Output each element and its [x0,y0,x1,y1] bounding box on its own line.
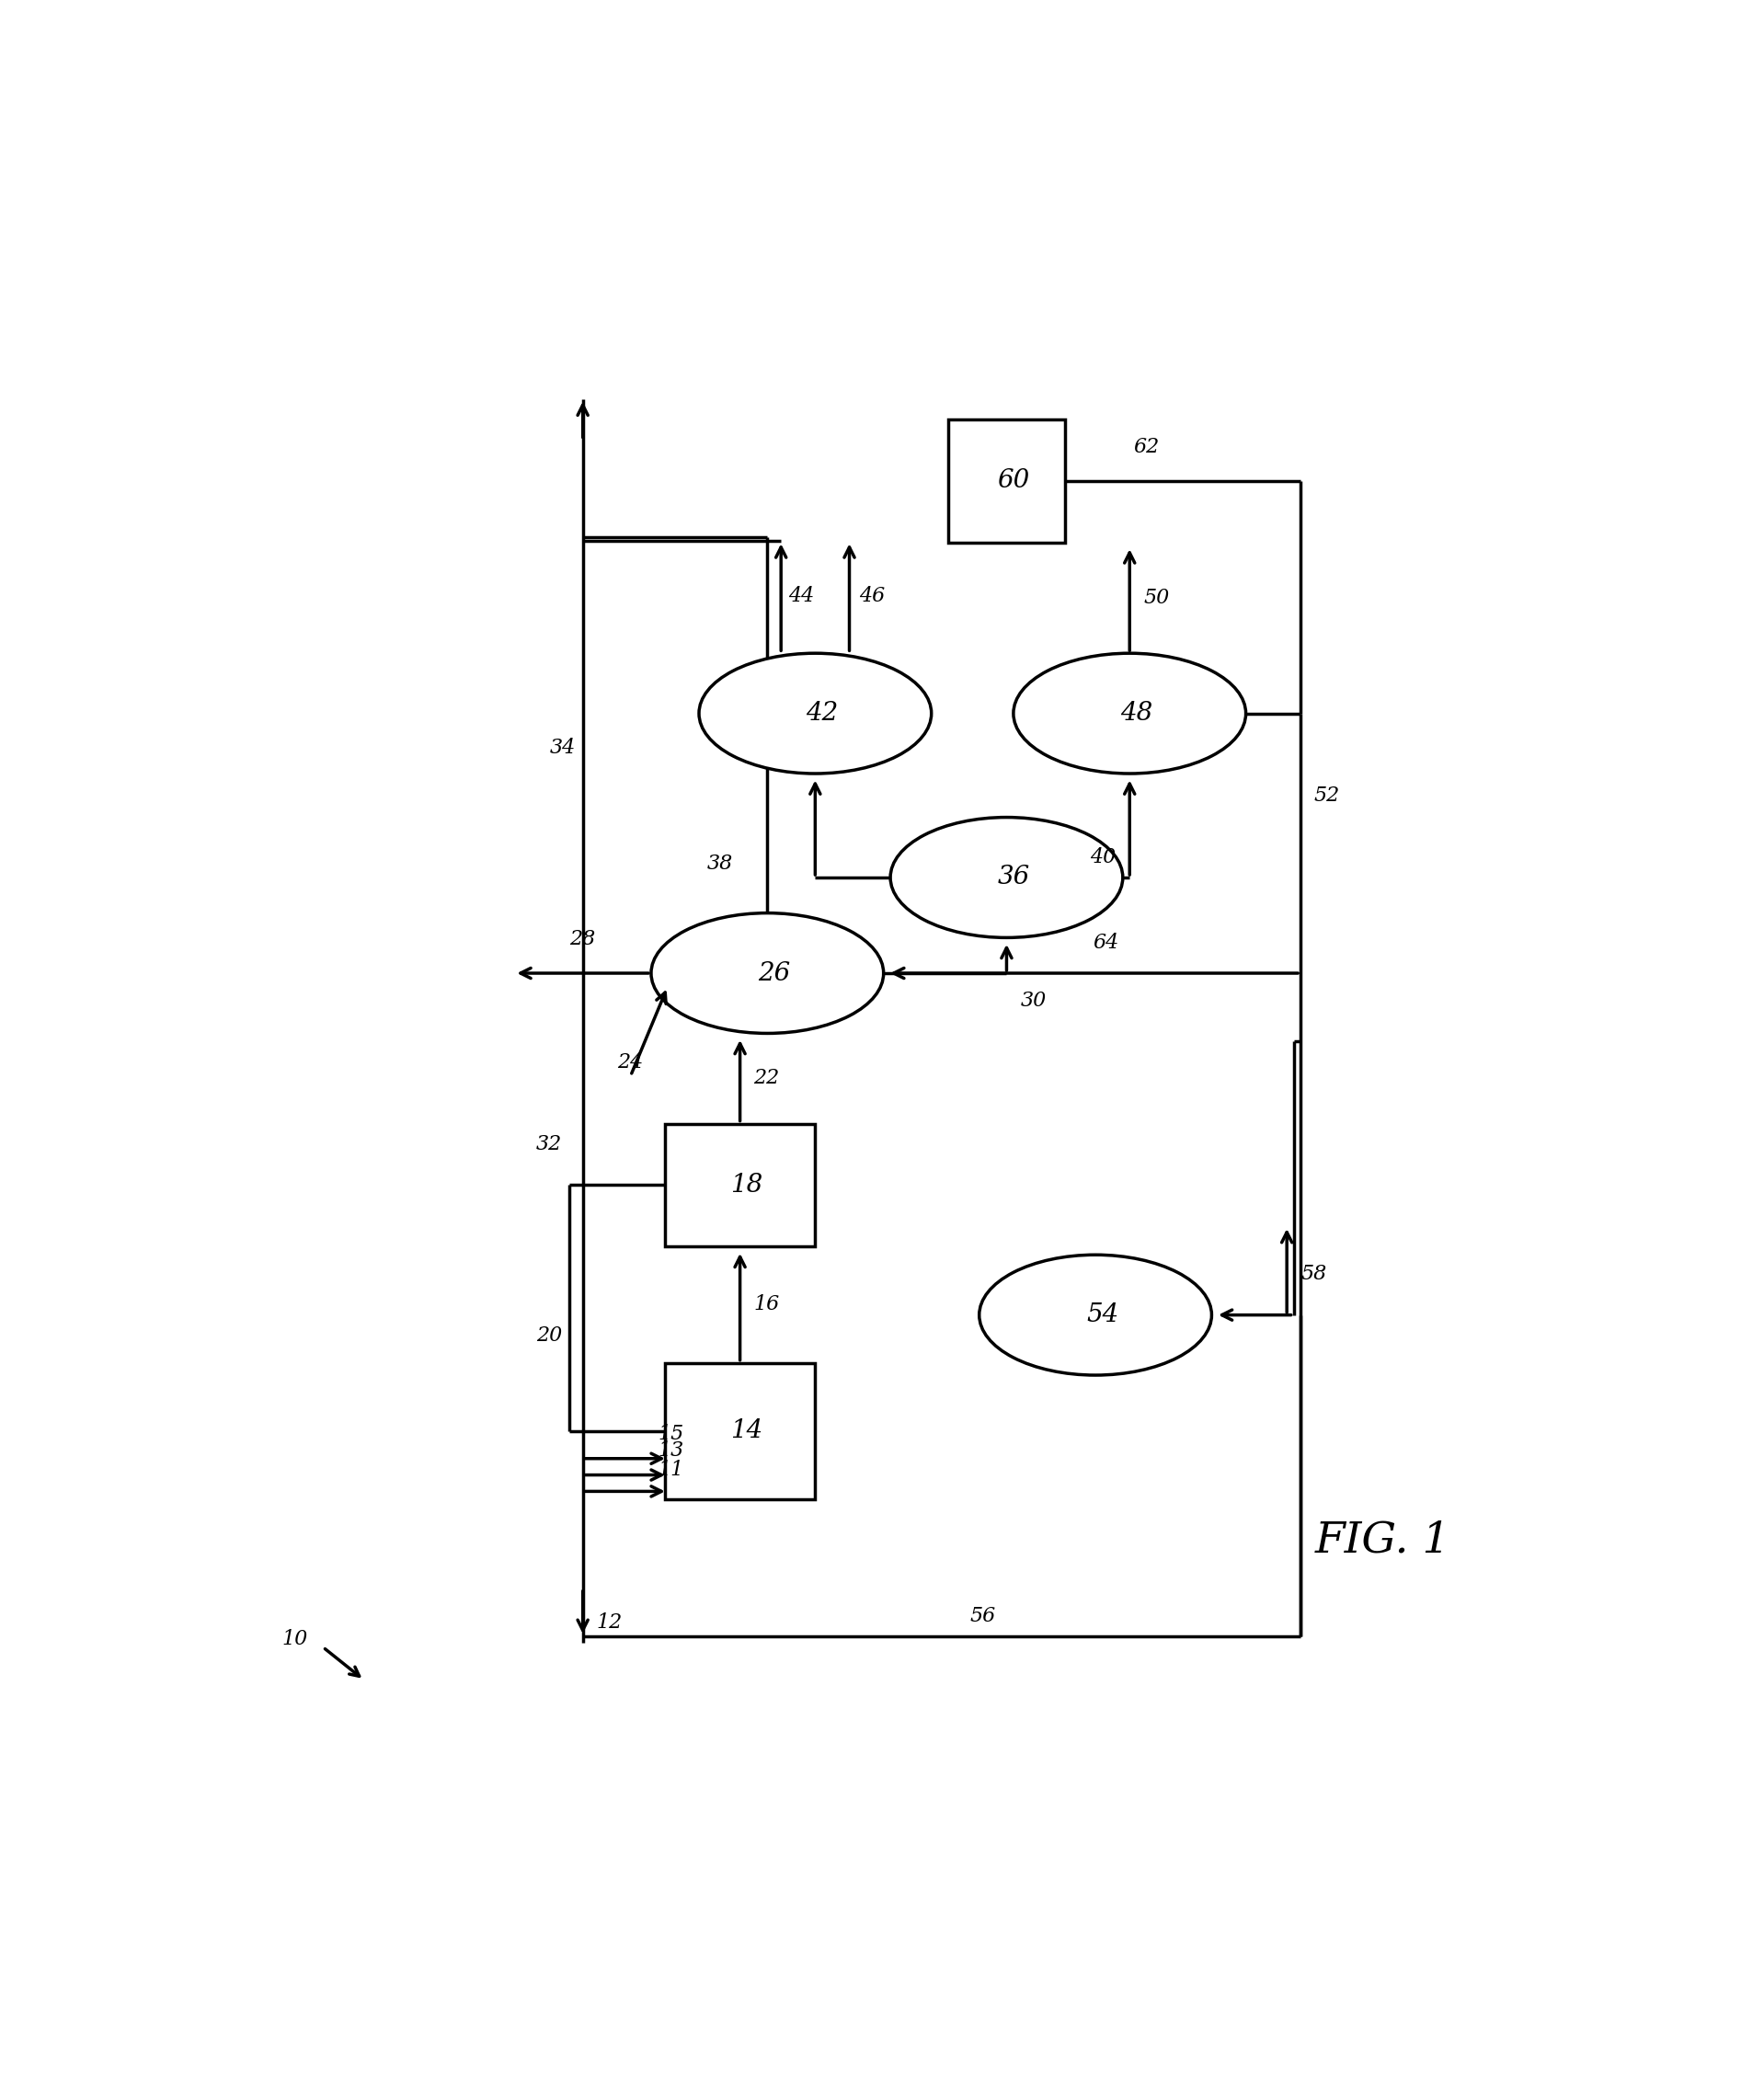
Text: 30: 30 [1020,990,1046,1011]
Text: 52: 52 [1314,785,1341,805]
Text: 46: 46 [859,585,886,606]
Text: 32: 32 [536,1133,563,1154]
Text: 50: 50 [1143,588,1170,608]
Text: 22: 22 [753,1069,780,1088]
Text: FIG. 1: FIG. 1 [1314,1520,1450,1561]
Text: 20: 20 [536,1324,563,1345]
Text: 44: 44 [789,585,813,606]
Ellipse shape [979,1254,1212,1374]
Text: 38: 38 [707,853,734,874]
FancyBboxPatch shape [949,419,1065,542]
Text: 60: 60 [997,469,1030,494]
Text: 54: 54 [1087,1302,1118,1327]
Text: 10: 10 [282,1630,309,1648]
Ellipse shape [651,913,884,1034]
Text: 28: 28 [570,928,596,949]
Text: 34: 34 [550,737,577,758]
Text: 62: 62 [1132,436,1159,457]
Text: 56: 56 [970,1605,995,1626]
Text: 15: 15 [658,1424,684,1445]
Text: 12: 12 [596,1613,623,1632]
Text: 58: 58 [1300,1264,1327,1285]
Text: 36: 36 [997,866,1030,891]
Ellipse shape [699,654,931,774]
FancyBboxPatch shape [665,1362,815,1499]
Text: 13: 13 [658,1441,684,1462]
Text: 11: 11 [658,1459,684,1480]
Text: 24: 24 [617,1053,642,1071]
Text: 64: 64 [1092,932,1118,953]
Text: 48: 48 [1120,702,1152,727]
Text: 14: 14 [730,1418,764,1443]
Text: 18: 18 [730,1173,764,1198]
Text: 26: 26 [759,961,790,986]
Text: 40: 40 [1090,847,1117,868]
Ellipse shape [891,818,1124,938]
FancyBboxPatch shape [665,1123,815,1246]
Ellipse shape [1013,654,1245,774]
Text: 16: 16 [753,1295,780,1314]
Text: 42: 42 [806,702,838,727]
